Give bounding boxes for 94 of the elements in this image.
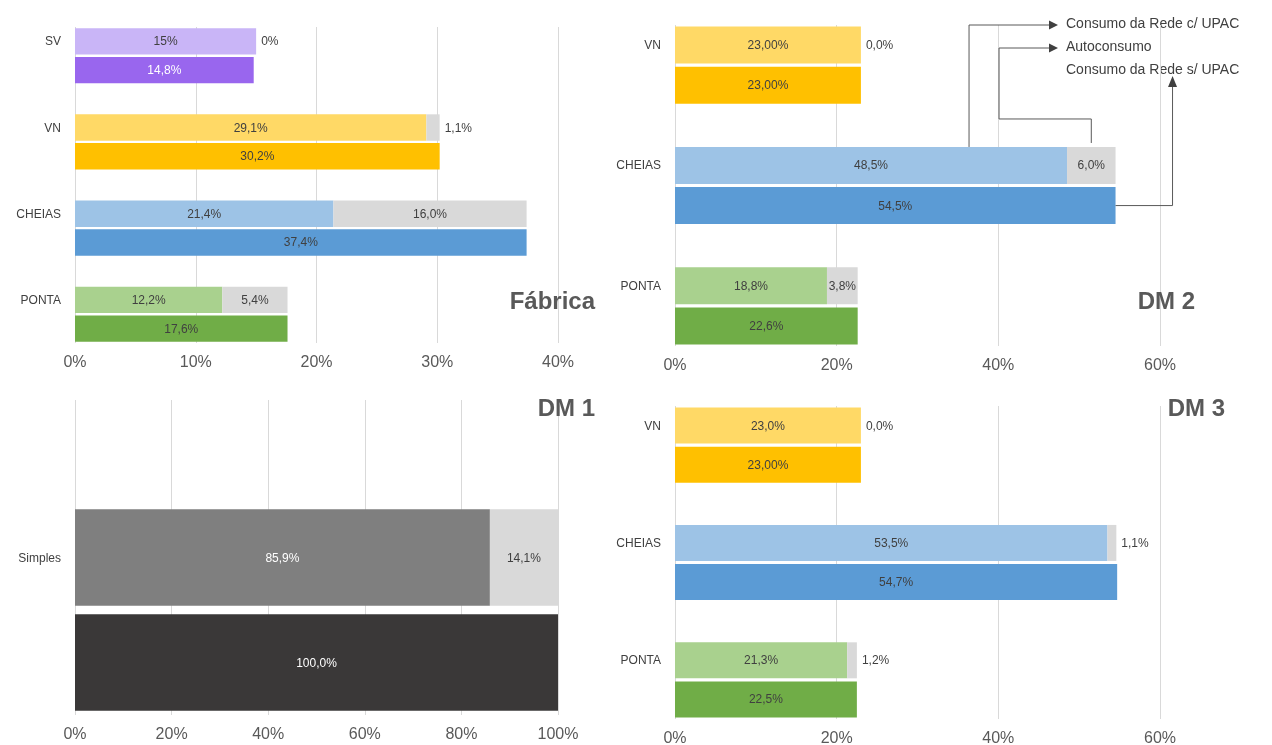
bar — [675, 446, 861, 483]
bar — [75, 315, 288, 342]
data-label: 21,3% — [744, 653, 779, 668]
data-label: 18,8% — [733, 278, 769, 293]
chart-title: DM 1 — [537, 393, 595, 421]
data-label: 1,1% — [444, 120, 473, 135]
x-tick-label: 0% — [663, 355, 687, 373]
data-label: 14,1% — [506, 550, 542, 565]
data-label: 53,5% — [874, 535, 909, 550]
bar — [1067, 146, 1116, 184]
text: Consumo da Rede c/ UPAC — [1066, 15, 1240, 31]
data-label: 0,0% — [865, 38, 894, 53]
x-tick-label: 0% — [63, 724, 87, 742]
x-tick-label: 60% — [1143, 355, 1177, 373]
y-tick-label: CHEIAS — [16, 206, 61, 221]
bar — [75, 56, 254, 84]
bar — [222, 286, 288, 314]
x-tick-label: 0% — [663, 728, 687, 745]
data-label: 0% — [261, 34, 279, 49]
x-tick-label: 80% — [445, 724, 478, 742]
y-tick-label: VN — [644, 418, 661, 433]
bar — [75, 28, 257, 55]
bar — [675, 66, 861, 104]
y-tick-label: CHEIAS — [616, 158, 661, 173]
x-tick-label: 30% — [421, 352, 454, 370]
x-tick-label: 20% — [155, 724, 188, 742]
bar — [847, 642, 857, 679]
bar — [675, 524, 1108, 561]
data-label: 29,1% — [233, 120, 269, 135]
data-label: 22,5% — [748, 692, 784, 707]
x-tick-label: 40% — [982, 728, 1015, 745]
bar — [675, 146, 1068, 184]
data-label: 17,6% — [164, 321, 199, 336]
y-tick-label: PONTA — [20, 292, 61, 307]
x-tick-label: 20% — [820, 355, 853, 373]
data-label: 23,0% — [750, 418, 786, 433]
x-tick-label: 0% — [63, 352, 87, 370]
bar — [675, 564, 1118, 601]
text: Autoconsumo — [1066, 38, 1152, 54]
bar — [675, 642, 848, 679]
x-tick-label: 40% — [982, 355, 1015, 373]
x-tick-label: 20% — [820, 728, 853, 745]
data-label: 30,2% — [240, 149, 275, 164]
data-label: 23,00% — [747, 38, 789, 53]
y-tick-label: CHEIAS — [616, 535, 661, 550]
data-label: 3,8% — [828, 278, 857, 293]
data-label: 15% — [153, 34, 178, 49]
bar — [1107, 524, 1117, 561]
y-tick-label: VN — [644, 38, 661, 53]
y-tick-label: PONTA — [620, 278, 661, 293]
data-label: 23,00% — [747, 457, 789, 472]
bar — [675, 26, 861, 64]
data-label: 54,7% — [879, 575, 914, 590]
text: Consumo da Rede s/ UPAC — [1066, 61, 1240, 77]
bar — [675, 681, 857, 718]
data-label: 22,6% — [749, 318, 784, 333]
x-tick-label: 40% — [252, 724, 285, 742]
bar — [75, 114, 427, 141]
x-tick-label: 20% — [300, 352, 333, 370]
x-tick-label: 100% — [537, 724, 579, 742]
x-tick-label: 40% — [541, 352, 575, 370]
y-tick-label: Simples — [18, 550, 61, 565]
data-label: 6,0% — [1077, 158, 1106, 173]
data-label: 0,0% — [865, 418, 894, 433]
y-tick-label: PONTA — [620, 653, 661, 668]
data-label: 23,00% — [747, 78, 789, 93]
bar — [675, 407, 861, 444]
data-label: 37,4% — [283, 235, 319, 250]
bar — [75, 229, 527, 256]
data-label: 54,5% — [878, 198, 913, 213]
bar — [675, 307, 858, 345]
bar — [75, 286, 223, 314]
bar — [75, 143, 440, 170]
bar — [75, 200, 334, 227]
y-tick-label: VN — [44, 120, 61, 135]
data-label: 1,2% — [861, 653, 890, 668]
data-label: 100,0% — [296, 655, 338, 670]
data-label: 16,0% — [412, 206, 448, 221]
data-label: 14,8% — [147, 63, 182, 78]
y-tick-label: SV — [44, 34, 61, 49]
x-tick-label: 60% — [348, 724, 381, 742]
chart-title: DM 3 — [1167, 393, 1225, 421]
x-tick-label: 60% — [1143, 728, 1177, 745]
text: Fábrica — [509, 286, 596, 314]
bar — [675, 267, 827, 305]
data-label: 1,1% — [1121, 535, 1150, 550]
x-tick-label: 10% — [179, 352, 212, 370]
data-label: 48,5% — [854, 158, 889, 173]
data-label: 12,2% — [131, 292, 166, 307]
bar — [675, 187, 1116, 225]
data-label: 21,4% — [187, 206, 222, 221]
text: DM 2 — [1137, 286, 1195, 314]
data-label: 5,4% — [241, 292, 269, 307]
data-label: 85,9% — [265, 550, 300, 565]
